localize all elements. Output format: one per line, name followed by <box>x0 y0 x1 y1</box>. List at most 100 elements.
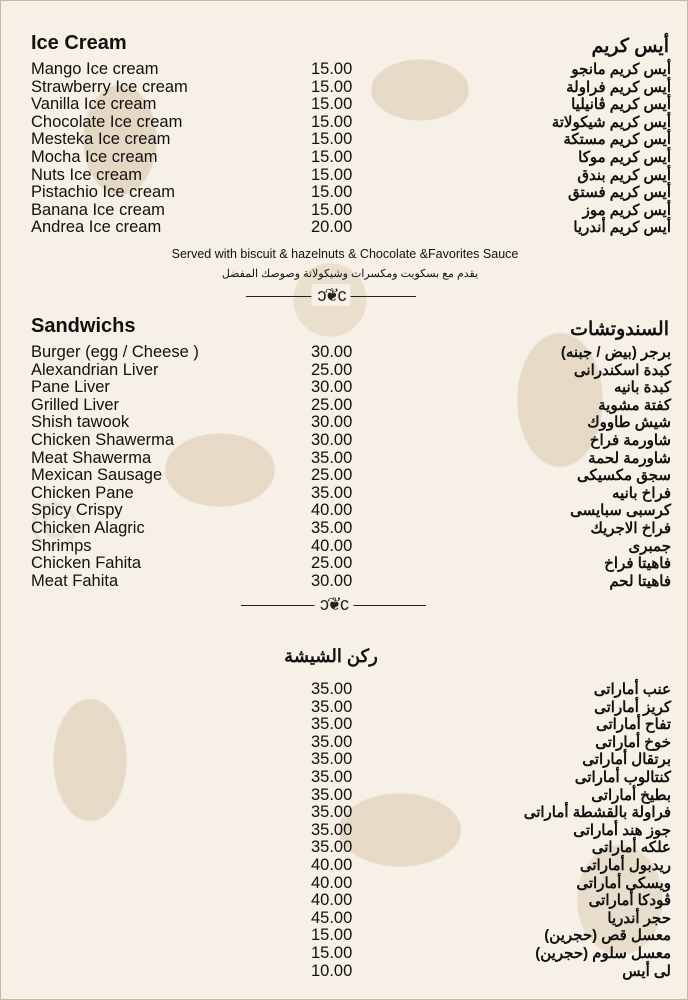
item-price: 40.00 <box>311 501 353 520</box>
item-price: 35.00 <box>311 838 353 857</box>
item-name-ar: أيس كريم موز <box>582 201 671 219</box>
item-name-ar: كنتالوب أماراتى <box>574 768 671 786</box>
menu-item: Mango Ice cream 15.00 أيس كريم مانجو <box>1 60 688 79</box>
item-price: 40.00 <box>311 855 353 874</box>
item-price: 15.00 <box>311 130 353 149</box>
menu-item: Banana Ice cream 15.00 أيس كريم موز <box>1 200 688 220</box>
item-name-ar: أيس كريم فراولة <box>566 78 671 96</box>
item-name-en: Meat Fahita <box>31 571 119 590</box>
ice-cream-title-en: Ice Cream <box>31 32 127 54</box>
item-price: 45.00 <box>311 908 353 927</box>
item-price: 15.00 <box>311 943 353 962</box>
ice-cream-note-en: Served with biscuit & hazelnuts & Chocol… <box>171 247 519 261</box>
item-name-ar: أيس كريم بندق <box>577 166 671 184</box>
menu-item: 35.00 تفاح أماراتى <box>1 716 688 734</box>
menu-item: 35.00 بطيخ أماراتى <box>1 785 688 805</box>
menu-item: 10.00 لى أيس <box>1 962 688 981</box>
item-name-ar: حجر أندريا <box>607 909 671 927</box>
item-name-en: Chicken Fahita <box>31 554 142 573</box>
item-name-ar: خوخ أماراتى <box>595 733 671 751</box>
item-name-ar: أيس كريم مانجو <box>571 61 671 78</box>
item-name-ar: شيش طاووك <box>587 414 671 432</box>
item-name-ar: كبدة اسكندرانى <box>573 361 671 379</box>
menu-item: Meat Shawerma 35.00 شاورمة لحمة <box>1 449 688 468</box>
item-name-en: Banana Ice cream <box>31 200 165 219</box>
item-name-ar: ڤودكا أماراتى <box>588 892 671 910</box>
menu-item: 35.00 كريز أماراتى <box>1 698 688 717</box>
item-price: 35.00 <box>311 767 353 786</box>
menu-item: Mexican Sausage 25.00 سجق مكسيكى <box>1 467 688 485</box>
item-name-en: Spicy Crispy <box>31 501 123 520</box>
item-price: 15.00 <box>311 95 353 114</box>
item-price: 35.00 <box>311 785 353 804</box>
menu-item: 35.00 جوز هند أماراتى <box>1 821 688 840</box>
item-name-en: Andrea Ice cream <box>31 218 162 237</box>
item-name-ar: برتقال أماراتى <box>582 751 671 769</box>
item-name-ar: أيس كريم ڤانيليا <box>571 96 671 114</box>
item-price: 25.00 <box>311 554 353 573</box>
item-price: 30.00 <box>311 571 353 590</box>
ornament-divider: ↄ❦c <box>241 593 426 617</box>
menu-item: 35.00 برتقال أماراتى <box>1 751 688 769</box>
item-price: 35.00 <box>311 803 353 822</box>
item-name-en: Chocolate Ice cream <box>31 112 183 131</box>
item-name-ar: معسل سلوم (حجرين) <box>535 944 671 962</box>
item-price: 15.00 <box>311 165 353 184</box>
menu-item: 35.00 خوخ أماراتى <box>1 732 688 752</box>
menu-item: Burger (egg / Cheese ) 30.00 برجر (بيض / ج… <box>1 343 688 362</box>
menu-item: 35.00 علكه أماراتى <box>1 839 688 857</box>
item-price: 15.00 <box>311 60 353 78</box>
sandwiches-list: Burger (egg / Cheese ) 30.00 برجر (بيض / ج… <box>1 343 688 590</box>
item-name-ar: كفتة مشوية <box>598 396 671 414</box>
menu-item: Pane Liver 30.00 كبدة بانيه <box>1 379 688 397</box>
item-name-en: Vanilla Ice cream <box>31 95 157 114</box>
menu-item: Chicken Alagric 35.00 فراخ الاجريك <box>1 518 688 538</box>
item-price: 25.00 <box>311 360 353 379</box>
menu-item: 45.00 حجر أندريا <box>1 908 688 928</box>
menu-item: 35.00 كنتالوب أماراتى <box>1 767 688 787</box>
item-name-ar: سجق مكسيكى <box>577 467 671 485</box>
item-price: 35.00 <box>311 715 353 734</box>
menu-item: Mocha Ice cream 15.00 أيس كريم موكا <box>1 147 688 167</box>
item-name-en: Mesteka Ice cream <box>31 130 171 149</box>
item-name-en: Pistachio Ice cream <box>31 183 175 202</box>
item-price: 15.00 <box>311 183 353 202</box>
item-price: 35.00 <box>311 680 353 698</box>
menu-item: Chicken Shawerma 30.00 شاورمة فراخ <box>1 430 688 450</box>
menu-item: 40.00 ويسكى أماراتى <box>1 873 688 893</box>
item-price: 25.00 <box>311 395 353 414</box>
ornament-icon: ↄ❦c <box>313 593 354 615</box>
menu-item: 40.00 ڤودكا أماراتى <box>1 892 688 910</box>
item-price: 20.00 <box>311 218 353 237</box>
item-name-ar: تفاح أماراتى <box>595 716 671 734</box>
item-name-en: Chicken Shawerma <box>31 430 175 449</box>
item-price: 30.00 <box>311 343 353 361</box>
item-price: 35.00 <box>311 732 353 751</box>
item-name-ar: فراولة بالقشطة أماراتى <box>523 804 671 822</box>
item-name-ar: فاهيتا لحم <box>609 572 671 590</box>
menu-item: 40.00 ريدبول أماراتى <box>1 855 688 875</box>
menu-item: 15.00 معسل قص (حجرين) <box>1 927 688 945</box>
menu-item: 15.00 معسل سلوم (حجرين) <box>1 943 688 963</box>
item-name-ar: فراخ الاجريك <box>590 519 671 537</box>
item-name-en: Strawberry Ice cream <box>31 77 188 96</box>
item-name-ar: جمبرى <box>628 537 672 555</box>
item-price: 25.00 <box>311 466 353 485</box>
item-name-ar: أيس كريم أندريا <box>573 219 671 237</box>
menu-item: Shish tawook 30.00 شيش طاووك <box>1 414 688 432</box>
item-price: 35.00 <box>311 518 353 537</box>
item-price: 40.00 <box>311 891 353 910</box>
ice-cream-note-ar: يقدم مع بسكويت ومكسرات وشيكولاتة وصوصك ا… <box>221 268 479 280</box>
item-name-en: Mocha Ice cream <box>31 147 158 166</box>
sandwiches-title-en: Sandwichs <box>31 315 136 337</box>
menu-item: Andrea Ice cream 20.00 أيس كريم أندريا <box>1 219 688 237</box>
item-price: 40.00 <box>311 873 353 892</box>
item-name-en: Mango Ice cream <box>31 60 159 78</box>
item-name-ar: برجر (بيض / جبنه) <box>560 344 671 361</box>
ice-cream-list: Mango Ice cream 15.00 أيس كريم مانجو Strawb… <box>1 60 688 237</box>
menu-item: Mesteka Ice cream 15.00 أيس كريم مستكة <box>1 131 688 149</box>
item-name-ar: فاهيتا فراخ <box>604 555 671 573</box>
item-name-ar: شاورمة لحمة <box>588 449 671 467</box>
item-name-ar: كبدة بانيه <box>613 379 671 397</box>
menu-item: Vanilla Ice cream 15.00 أيس كريم ڤانيليا <box>1 96 688 114</box>
